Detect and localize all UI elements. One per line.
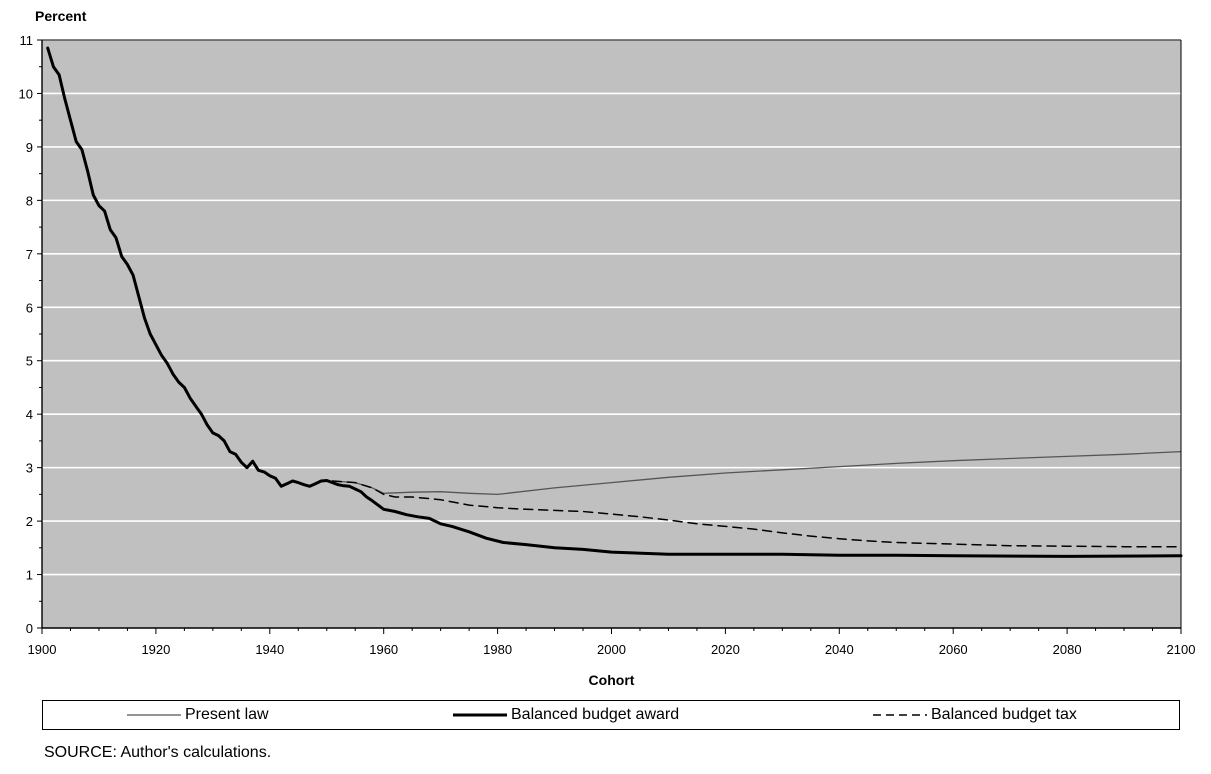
y-tick-label: 0 — [26, 621, 33, 636]
x-tick-label: 1900 — [28, 642, 57, 657]
legend-swatch-dashed-line — [873, 714, 927, 716]
legend: Present law Balanced budget award Balanc… — [42, 700, 1180, 730]
source-note: SOURCE: Author's calculations. — [44, 744, 272, 761]
series-lines — [46, 46, 1183, 558]
plot-area — [42, 40, 1181, 628]
legend-item-present-law: Present law — [127, 701, 269, 729]
chart-canvas: 0 1 2 3 4 5 6 7 8 9 10 11 1900 1920 1940 1960 1980 2000 20… — [19, 8, 1196, 688]
legend-swatch-thick-line — [453, 713, 507, 717]
y-tick-label: 11 — [20, 33, 34, 48]
x-tick-label: 1920 — [141, 642, 170, 657]
y-tick-label: 1 — [26, 568, 33, 583]
y-axis-title: Percent — [35, 8, 87, 24]
y-tick-label: 5 — [26, 354, 33, 369]
y-tick-label: 7 — [26, 247, 33, 262]
y-tick-label: 8 — [26, 193, 33, 208]
x-tick-label: 1980 — [483, 642, 512, 657]
x-tick-label: 1940 — [255, 642, 284, 657]
x-tick-label: 1960 — [369, 642, 398, 657]
x-tick-label: 2000 — [597, 642, 626, 657]
legend-label: Balanced budget award — [511, 706, 680, 723]
legend-item-balanced-budget-award: Balanced budget award — [453, 701, 679, 729]
y-tick-label: 6 — [26, 300, 33, 315]
series-line-balanced-budget-award — [46, 46, 1183, 558]
y-tick-label: 9 — [26, 140, 33, 155]
x-axis-title: Cohort — [589, 672, 635, 688]
x-tick-label: 2080 — [1053, 642, 1082, 657]
legend-item-balanced-budget-tax: Balanced budget tax — [873, 701, 1077, 729]
legend-swatch-thin-line — [127, 714, 181, 716]
x-tick-label: 2100 — [1167, 642, 1196, 657]
y-tick-label: 10 — [19, 86, 33, 101]
x-tick-label: 2020 — [711, 642, 740, 657]
legend-label: Balanced budget tax — [931, 706, 1077, 723]
y-tick-label: 2 — [26, 514, 33, 529]
series-line-present-law — [331, 450, 1182, 496]
y-tick-label: 3 — [26, 461, 33, 476]
y-tick-label: 4 — [26, 407, 33, 422]
legend-label: Present law — [185, 706, 269, 723]
axes: 0 1 2 3 4 5 6 7 8 9 10 11 1900 1920 1940 1960 1980 2000 20… — [19, 33, 1196, 657]
x-tick-label: 2060 — [939, 642, 968, 657]
x-tick-label: 2040 — [825, 642, 854, 657]
chart: 0 1 2 3 4 5 6 7 8 9 10 11 1900 1920 1940 1960 1980 2000 20… — [19, 8, 1196, 688]
